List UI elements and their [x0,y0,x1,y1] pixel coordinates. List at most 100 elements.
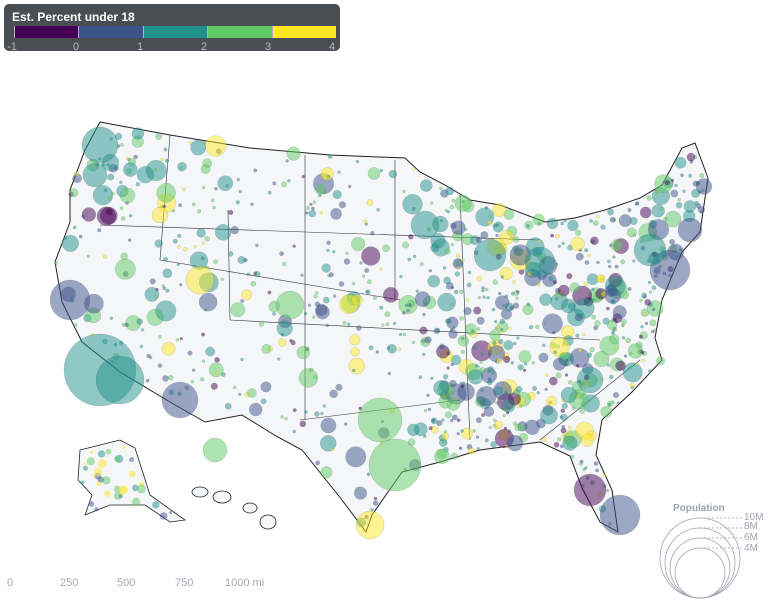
county-bubble [303,311,308,316]
county-bubble [457,335,469,347]
county-bubble [132,484,139,492]
county-bubble [492,279,499,285]
county-bubble [433,380,450,396]
county-bubble [419,179,433,192]
county-bubble [471,329,475,333]
county-bubble [493,418,497,423]
county-bubble [506,434,524,452]
county-bubble [319,435,337,452]
county-bubble [649,319,657,327]
county-bubble [449,379,457,388]
county-bubble [338,281,345,287]
county-bubble [612,392,620,399]
color-swatch [271,26,337,38]
county-bubble [255,243,259,248]
county-bubble [200,164,211,174]
county-bubble [474,364,479,368]
county-bubble [480,231,489,240]
county-bubble [620,259,626,265]
county-bubble [460,429,464,433]
county-bubble [622,362,643,383]
county-bubble [450,452,458,460]
county-bubble [322,296,330,304]
county-bubble [319,210,324,215]
county-bubble [121,322,126,327]
county-bubble [596,214,600,219]
county-bubble [484,287,489,292]
county-bubble [459,289,464,294]
county-bubble [503,209,515,220]
county-bubble [191,368,196,372]
county-bubble [562,435,578,451]
county-bubble [578,348,583,353]
county-bubble [424,336,432,344]
county-bubble [610,239,623,252]
county-bubble [368,345,374,351]
county-bubble [364,268,370,273]
county-bubble [118,485,128,495]
county-bubble [315,460,321,466]
county-bubble [489,329,501,341]
county-bubble [491,340,497,346]
county-bubble [402,332,407,337]
county-bubble [560,221,564,226]
county-bubble [695,178,713,195]
county-bubble [627,287,632,291]
county-bubble [345,446,367,468]
county-bubble [627,343,644,359]
county-bubble [605,488,610,493]
county-bubble [674,183,678,188]
county-bubble [376,207,380,212]
hawaii-island [242,502,258,514]
county-bubble [677,197,681,202]
county-bubble [308,209,317,218]
county-bubble [592,220,599,226]
county-bubble [136,484,146,494]
metro-bubble [355,510,385,540]
color-swatch [14,26,79,38]
county-bubble [131,497,141,506]
county-bubble [499,330,503,334]
county-bubble [418,375,423,380]
county-bubble [352,368,356,373]
county-bubble [177,245,181,249]
county-bubble [212,205,216,210]
county-bubble [555,372,562,379]
county-bubble [538,352,549,363]
county-bubble [442,266,447,270]
county-bubble [497,338,504,345]
county-bubble [499,318,505,325]
hawaii-island [212,490,232,504]
county-bubble [452,326,456,330]
county-bubble [495,326,500,330]
county-bubble [503,426,508,431]
county-bubble [128,470,136,478]
county-bubble [370,231,375,236]
county-bubble [61,234,79,252]
county-bubble [253,168,258,173]
county-bubble [321,263,331,273]
county-bubble [651,204,665,218]
county-bubble [286,146,301,161]
county-bubble [154,168,158,172]
county-bubble [461,381,466,385]
county-bubble [453,289,459,295]
county-bubble [536,391,540,395]
county-bubble [495,233,499,238]
county-bubble [476,386,497,407]
county-bubble [568,380,573,385]
county-bubble [516,336,520,340]
county-bubble [213,259,218,265]
county-bubble [609,334,620,345]
county-bubble [402,189,406,194]
county-bubble [651,307,656,312]
county-bubble [250,202,254,206]
metro-bubble [357,397,403,443]
county-bubble [201,241,205,245]
county-bubble [260,398,267,405]
size-legend-label: 6M [744,532,758,543]
county-bubble [419,262,424,267]
county-bubble [564,373,569,377]
county-bubble [686,152,696,162]
county-bubble [326,174,331,179]
